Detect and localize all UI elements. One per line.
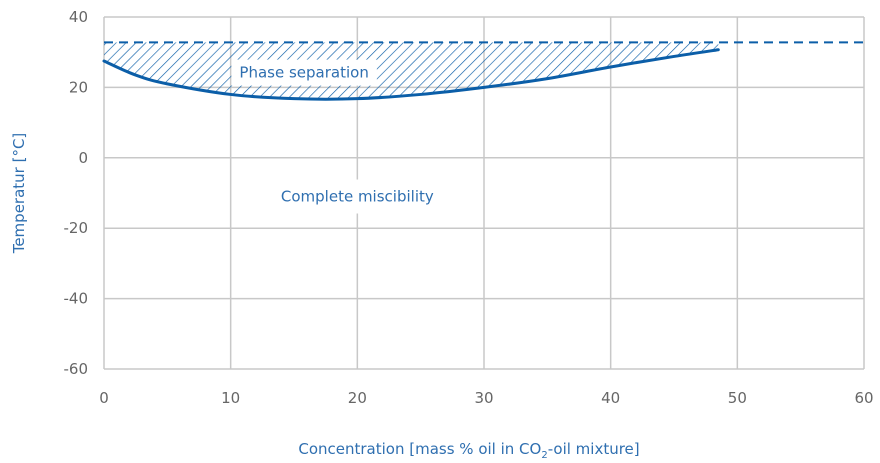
y-tick-label: -40 (64, 290, 89, 308)
x-tick-label: 10 (221, 389, 240, 407)
x-tick-label: 0 (99, 389, 109, 407)
tick-labels: 0 10 20 30 40 50 60 -60 -40 -20 0 20 40 (64, 8, 874, 407)
x-axis-title: Concentration [mass % oil in CO2-oil mix… (298, 440, 639, 461)
annotation-phase-separation: Phase separation (231, 59, 377, 86)
y-axis-title: Temperatur [°C] (10, 133, 28, 255)
annotation-label: Complete miscibility (281, 188, 434, 206)
x-tick-label: 50 (728, 389, 747, 407)
x-tick-label: 60 (854, 389, 873, 407)
y-tick-label: 20 (69, 78, 88, 96)
y-tick-label: -60 (64, 360, 89, 378)
x-tick-label: 30 (474, 389, 493, 407)
y-tick-label: -20 (64, 219, 89, 237)
annotation-complete-miscibility: Complete miscibility (240, 179, 474, 214)
x-tick-label: 20 (348, 389, 367, 407)
miscibility-curve (102, 48, 720, 101)
annotation-label: Phase separation (239, 64, 368, 82)
x-tick-label: 40 (601, 389, 620, 407)
y-tick-label: 0 (78, 149, 88, 167)
series (102, 41, 864, 101)
y-tick-label: 40 (69, 8, 88, 26)
